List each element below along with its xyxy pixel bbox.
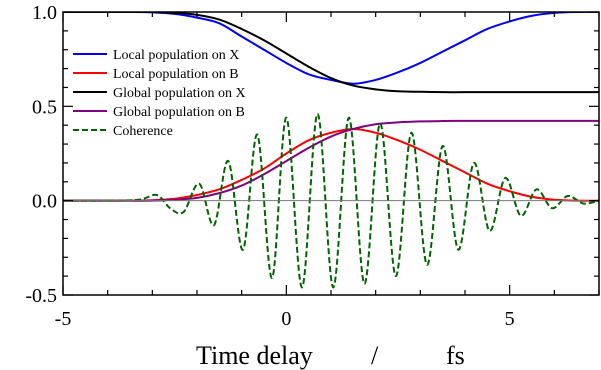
y-tick-label: 0.0 — [32, 191, 57, 213]
x-axis-title-separator: / — [371, 341, 379, 370]
y-tick-label: -0.5 — [25, 285, 57, 307]
x-tick-label: 0 — [281, 308, 291, 330]
series-line-local-population-on-b — [63, 127, 599, 202]
x-axis-title-part-1: Time delay — [196, 341, 313, 370]
x-tick-label: -5 — [55, 308, 72, 330]
y-tick-label: 1.0 — [32, 2, 57, 24]
legend-label-local-population-on-b: Local population on B — [113, 67, 239, 82]
legend-label-global-population-on-b: Global population on B — [113, 105, 245, 120]
x-axis-title: Time delay / fs — [196, 341, 465, 370]
legend-label-coherence: Coherence — [113, 124, 173, 139]
legend: Local population on X Local population on… — [73, 48, 246, 139]
axes-layer: -0.5 0.0 0.5 1.0 -5 0 5 — [25, 2, 600, 330]
x-tick-label: 5 — [505, 308, 515, 330]
series-line-coherence — [63, 112, 599, 289]
x-axis-title-unit: fs — [446, 341, 465, 370]
series-line-global-population-on-x — [63, 12, 599, 94]
legend-label-local-population-on-x: Local population on X — [113, 48, 239, 63]
legend-label-global-population-on-x: Global population on X — [113, 86, 246, 101]
y-tick-label: 0.5 — [32, 96, 57, 118]
